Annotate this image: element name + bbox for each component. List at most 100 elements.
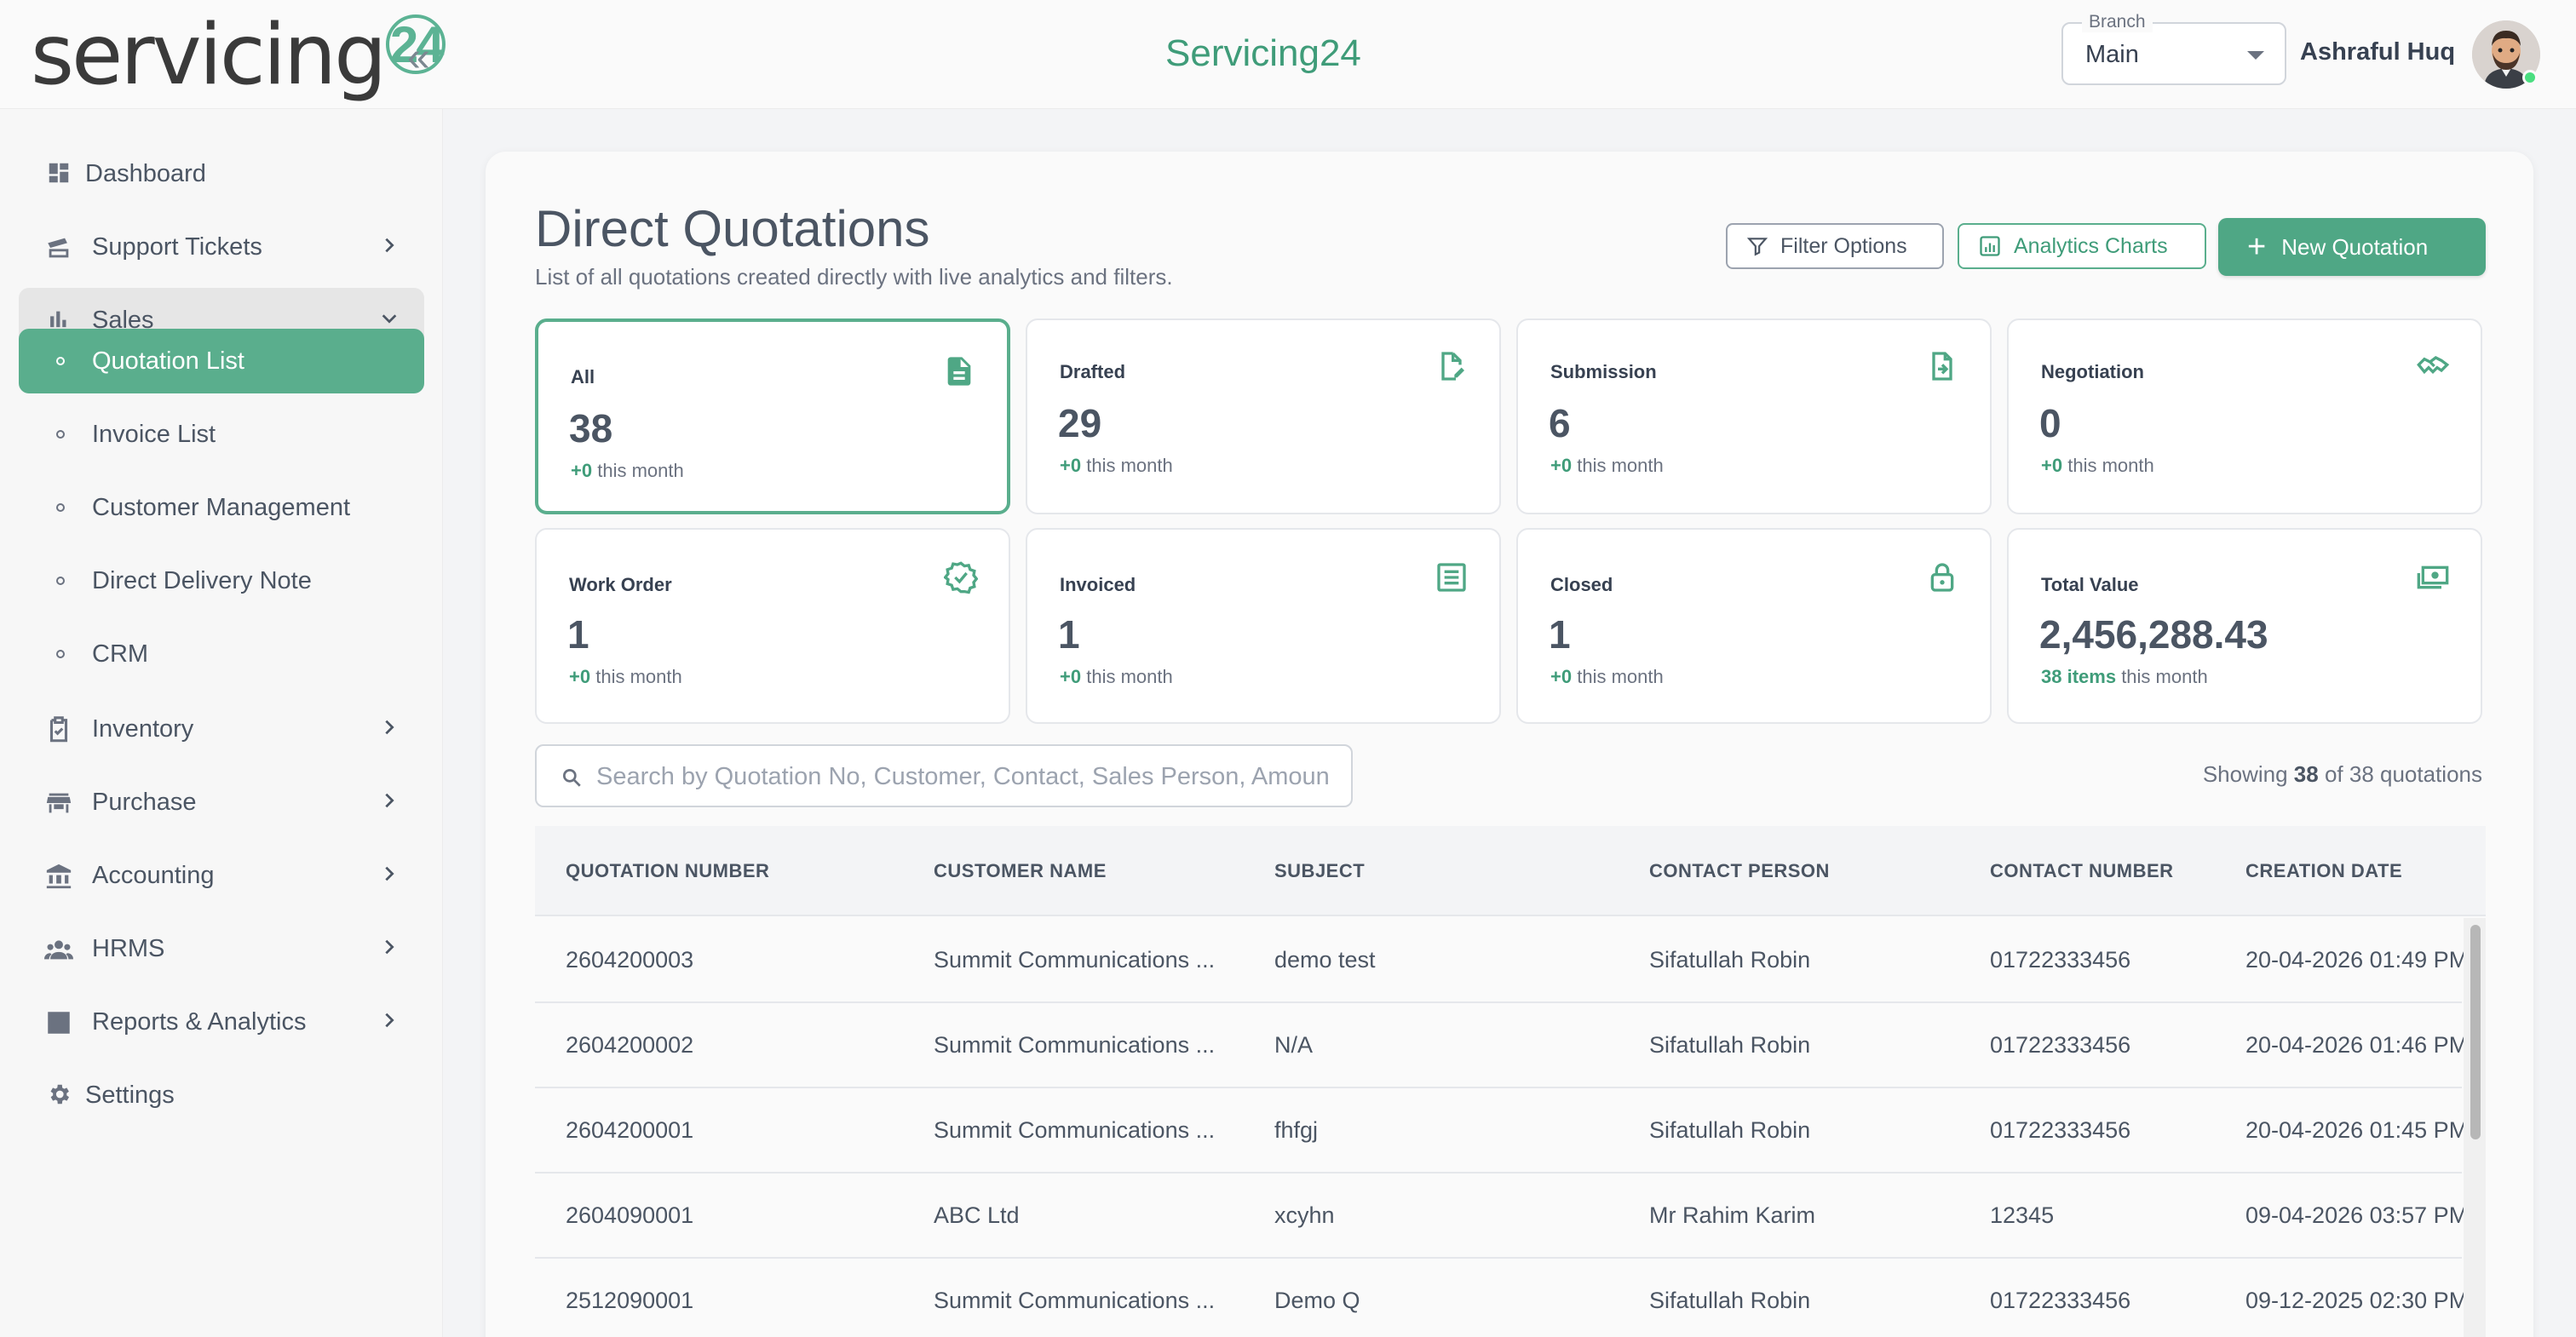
sidebar-item-hrms[interactable]: HRMS	[19, 916, 424, 981]
stat-value: 0	[2039, 401, 2061, 445]
sidebar-item-support-tickets[interactable]: Support Tickets	[19, 215, 424, 279]
stat-card-total-value[interactable]: Total Value 2,456,288.43 38 items this m…	[2007, 528, 2482, 724]
user-name[interactable]: Ashraful Huq	[2300, 38, 2456, 66]
stat-delta-value: +0	[1550, 666, 1573, 687]
page-title: Direct Quotations	[535, 200, 930, 257]
stat-label: Negotiation	[2041, 361, 2144, 382]
sidebar-subitem-crm[interactable]: CRM	[19, 622, 424, 686]
collapse-sidebar-icon[interactable]: «	[407, 35, 430, 80]
stat-card-closed[interactable]: Closed 1 +0 this month	[1516, 528, 1992, 724]
sidebar-item-label: Dashboard	[85, 159, 206, 187]
search-input[interactable]	[596, 758, 1329, 795]
logo-text: servicing	[31, 7, 387, 104]
filter-icon	[1746, 238, 1768, 256]
filter-options-button[interactable]: Filter Options	[1726, 223, 1944, 269]
stat-label: Total Value	[2041, 574, 2139, 595]
sidebar-subitem-label: CRM	[92, 640, 149, 668]
showing-count: 38	[2293, 761, 2319, 787]
sidebar-item-reports-analytics[interactable]: Reports & Analytics	[19, 990, 424, 1054]
stat-value: 1	[1058, 612, 1080, 657]
stat-delta-suffix: this month	[597, 460, 684, 481]
sidebar-item-dashboard[interactable]: Dashboard	[19, 141, 424, 206]
stat-card-work-order[interactable]: Work Order 1 +0 this month	[535, 528, 1010, 724]
stat-delta-value: 38 items	[2041, 666, 2117, 687]
stat-delta-value: +0	[2041, 455, 2063, 476]
sidebar-subitem-direct-delivery-note[interactable]: Direct Delivery Note	[19, 548, 424, 613]
column-header-quotation-number[interactable]: QUOTATION NUMBER	[566, 860, 770, 881]
sidebar-item-label: Support Tickets	[92, 232, 262, 261]
cell-customer-name: Summit Communications ...	[934, 947, 1216, 973]
stat-delta: +0 this month	[1550, 455, 1664, 477]
sidebar-item-label: HRMS	[92, 934, 165, 962]
column-header-contact-person[interactable]: CONTACT PERSON	[1649, 860, 1830, 881]
stat-card-drafted[interactable]: Drafted 29 +0 this month	[1026, 318, 1501, 514]
stat-delta: +0 this month	[2041, 455, 2154, 477]
stat-card-all[interactable]: All 38 +0 this month	[535, 318, 1010, 514]
chevron-right-icon	[385, 720, 394, 735]
store-icon	[46, 793, 72, 813]
stat-value: 1	[1549, 612, 1571, 657]
cell-creation-date: 09-12-2025 02:30 PM	[2245, 1288, 2469, 1313]
stat-delta: +0 this month	[1550, 666, 1664, 688]
sidebar-item-settings[interactable]: Settings	[19, 1063, 424, 1128]
chevron-right-icon	[385, 866, 394, 881]
new-quotation-label: New Quotation	[2281, 233, 2429, 260]
sidebar-item-purchase[interactable]: Purchase	[19, 770, 424, 835]
cell-creation-date: 09-04-2026 03:57 PM	[2245, 1202, 2469, 1228]
sidebar-subitem-customer-management[interactable]: Customer Management	[19, 475, 424, 540]
sidebar-item-label: Accounting	[92, 861, 215, 889]
column-header-customer-name[interactable]: CUSTOMER NAME	[934, 860, 1107, 881]
stat-card-submission[interactable]: Submission 6 +0 this month	[1516, 318, 1992, 514]
stat-delta-suffix: this month	[2067, 455, 2154, 476]
page-subtitle: List of all quotations created directly …	[535, 264, 1173, 290]
stat-card-negotiation[interactable]: Negotiation 0 +0 this month	[2007, 318, 2482, 514]
table-row[interactable]: 2604200002 Summit Communications ... N/A…	[535, 1003, 2468, 1088]
sidebar-subitem-invoice-list[interactable]: Invoice List	[19, 402, 424, 467]
search-field[interactable]	[535, 744, 1353, 807]
top-header: servicing 24 « Servicing24 Branch Main A…	[0, 0, 2576, 109]
bullet-icon	[56, 577, 65, 585]
table-scrollbar-thumb[interactable]	[2470, 925, 2481, 1139]
column-header-contact-number[interactable]: CONTACT NUMBER	[1990, 860, 2174, 881]
analytics-charts-button[interactable]: Analytics Charts	[1958, 223, 2206, 269]
cell-contact-person: Sifatullah Robin	[1649, 947, 1811, 973]
bank-icon	[46, 864, 72, 889]
stat-label: Work Order	[569, 574, 672, 595]
cell-customer-name: Summit Communications ...	[934, 1288, 1216, 1313]
stat-delta-suffix: this month	[1577, 666, 1664, 687]
sidebar-subitem-label: Quotation List	[92, 347, 244, 375]
stat-delta: +0 this month	[1060, 666, 1173, 688]
app-title: Servicing24	[1165, 32, 1361, 74]
sidebar-subitem-label: Customer Management	[92, 494, 351, 521]
report-icon	[48, 1012, 70, 1034]
handshake-icon	[2417, 356, 2450, 375]
bullet-icon	[56, 650, 65, 658]
sidebar-subitem-label: Invoice List	[92, 421, 216, 448]
sidebar-item-accounting[interactable]: Accounting	[19, 843, 424, 908]
dashboard-icon	[49, 163, 69, 183]
brand-logo[interactable]: servicing 24	[31, 7, 446, 104]
cell-subject: fhfgj	[1274, 1117, 1319, 1143]
chevron-down-icon	[382, 314, 397, 324]
table-row[interactable]: 2604200003 Summit Communications ... dem…	[535, 918, 2468, 1003]
sidebar-item-label: Inventory	[92, 714, 194, 743]
cell-quotation-number: 2512090001	[566, 1288, 694, 1313]
money-icon	[2417, 565, 2449, 589]
file-arrow-icon	[1932, 352, 1952, 381]
sidebar-item-inventory[interactable]: Inventory	[19, 697, 424, 761]
sidebar-subitem-quotation-list[interactable]: Quotation List	[19, 329, 424, 393]
cell-customer-name: ABC Ltd	[934, 1202, 1020, 1228]
branch-select[interactable]: Branch Main	[2061, 12, 2286, 85]
bullet-icon	[56, 503, 65, 512]
showing-prefix: Showing	[2202, 761, 2288, 787]
stat-card-invoiced[interactable]: Invoiced 1 +0 this month	[1026, 528, 1501, 724]
column-header-subject[interactable]: SUBJECT	[1274, 860, 1366, 881]
ticket-icon	[48, 238, 69, 258]
table-row[interactable]: 2604090001 ABC Ltd xcyhn Mr Rahim Karim …	[535, 1173, 2468, 1259]
table-row[interactable]: 2512090001 Summit Communications ... Dem…	[535, 1259, 2468, 1337]
new-quotation-button[interactable]: + New Quotation	[2218, 218, 2486, 276]
cell-subject: Demo Q	[1274, 1288, 1360, 1313]
table-row[interactable]: 2604200001 Summit Communications ... fhf…	[535, 1088, 2468, 1173]
column-header-creation-date[interactable]: CREATION DATE	[2245, 860, 2403, 881]
stat-label: Submission	[1550, 361, 1657, 382]
